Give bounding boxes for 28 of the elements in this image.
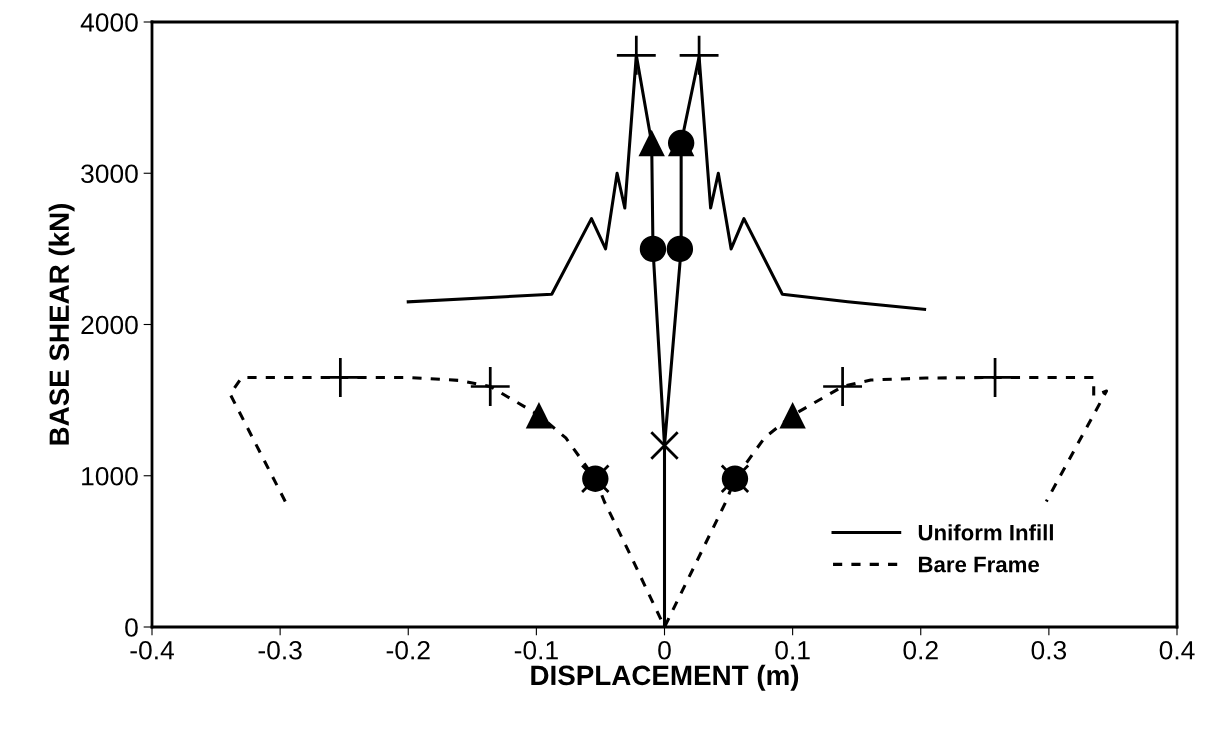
- x-tick-label: 0.2: [903, 640, 938, 660]
- point: [639, 235, 667, 263]
- x-tick-label: -0.1: [514, 640, 558, 660]
- point: [638, 129, 665, 157]
- y-tick-label: 1000: [82, 466, 138, 486]
- y-axis-title: BASE SHEAR (kN): [48, 203, 75, 445]
- legend-label: Uniform Infill: [918, 524, 1053, 541]
- point: [679, 35, 719, 75]
- point: [616, 35, 656, 75]
- x-tick-label: 0.3: [1031, 640, 1067, 660]
- point: [470, 367, 510, 406]
- point: [823, 367, 863, 406]
- y-tick-label: 4000: [80, 13, 138, 32]
- point: [666, 235, 694, 263]
- point: [525, 402, 553, 429]
- x-tick-label: 0.1: [775, 640, 810, 660]
- legend-label: Bare Frame: [918, 556, 1040, 573]
- point: [320, 357, 360, 397]
- y-tick-label: 0: [125, 618, 138, 637]
- x-tick-label: 0: [658, 640, 671, 660]
- x-axis-title: DISPLACEMENT (m): [531, 664, 799, 691]
- x-tick-label: -0.3: [258, 640, 302, 660]
- y-tick-label: 2000: [81, 315, 138, 335]
- y-tick-label: 3000: [81, 164, 138, 184]
- x-tick-label: 0.4: [1159, 640, 1195, 660]
- x-tick-label: -0.2: [386, 640, 430, 660]
- x-tick-label: -0.4: [130, 640, 174, 660]
- point: [779, 402, 806, 429]
